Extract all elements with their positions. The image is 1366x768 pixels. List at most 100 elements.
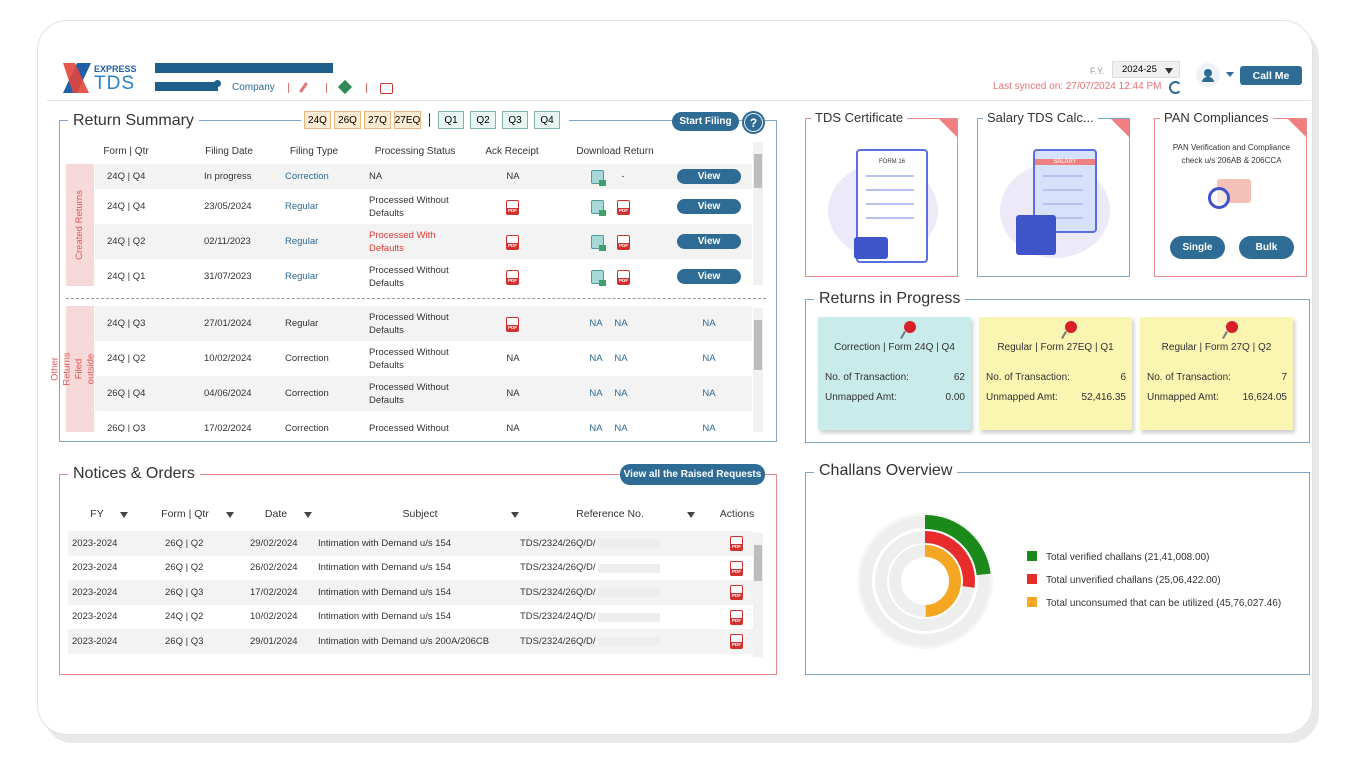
column-header: Form | Qtr	[161, 508, 209, 520]
quarter-tab[interactable]: Q1	[438, 111, 464, 129]
form-tab[interactable]: 27Q	[364, 111, 391, 129]
form-tab[interactable]: 27EQ	[394, 111, 421, 129]
dropdown-arrow	[1165, 68, 1173, 74]
form-tab[interactable]: 26Q	[334, 111, 361, 129]
progress-note[interactable]: Regular | Form 27Q | Q2 No. of Transactio…	[1140, 317, 1293, 430]
form-cell: 26Q | Q3	[107, 423, 146, 432]
pdf-icon[interactable]: PDF	[730, 609, 743, 625]
excel-icon[interactable]	[591, 199, 606, 216]
table-row: 2023-2024 26Q | Q2 26/02/2024 Intimation wi…	[68, 555, 753, 580]
pin-icon	[904, 321, 916, 333]
filter-icon[interactable]	[120, 512, 128, 518]
pdf-icon[interactable]: PDF	[730, 585, 743, 600]
pdf-icon[interactable]: PDF	[506, 234, 519, 250]
status-cell: Processed Without Defaults	[369, 264, 449, 287]
pdf-icon[interactable]: PDF	[730, 634, 743, 649]
info-dot	[214, 80, 221, 87]
cell: 29/01/2024	[250, 635, 298, 647]
bank-icon[interactable]	[380, 83, 393, 94]
raised-requests-button[interactable]: View all the Raised Requests	[620, 464, 765, 485]
panel-title: Returns in Progress	[814, 290, 966, 308]
pdf-icon[interactable]: PDF	[617, 269, 630, 285]
date-cell: 10/02/2024	[204, 353, 252, 364]
column-header: Processing Status	[374, 146, 456, 157]
view-button[interactable]: View	[677, 199, 741, 214]
logo-mark	[63, 63, 91, 93]
ack-cell: NA	[506, 388, 520, 399]
table-row: 2023-2024 24Q | Q2 10/02/2024 Intimation wi…	[68, 604, 753, 629]
pdf-label: PDF	[618, 242, 629, 249]
pdf-label: PDF	[731, 568, 742, 575]
cell: TDS/2324/26Q/D/	[520, 586, 596, 598]
table-row: 24Q | Q4 In progress Correction NA NA - View	[95, 164, 752, 189]
sync-icon[interactable]	[1169, 81, 1182, 94]
user-dropdown[interactable]	[1226, 72, 1234, 77]
status-cell: Processed Without Defaults	[369, 311, 449, 336]
pdf-label: PDF	[507, 242, 518, 249]
filter-icon[interactable]	[511, 512, 519, 518]
panel-title: Notices & Orders	[68, 465, 200, 483]
redacted-ref	[598, 637, 660, 646]
pdf-icon[interactable]: PDF	[617, 234, 630, 250]
feature-card[interactable]: PAN Verification and Compliance check u/…	[1154, 118, 1307, 277]
progress-note[interactable]: Regular | Form 27EQ | Q1 No. of Transacti…	[979, 317, 1132, 430]
cell: Intimation with Demand u/s 154	[318, 586, 452, 598]
quarter-tab[interactable]: Q3	[502, 111, 528, 129]
excel-icon[interactable]	[591, 269, 606, 286]
quarter-tab[interactable]: Q2	[470, 111, 496, 129]
view-button[interactable]: View	[677, 234, 741, 249]
call-me-button[interactable]: Call Me	[1240, 66, 1302, 85]
cell: 2023-2024	[72, 562, 118, 574]
excel-icon[interactable]	[591, 234, 606, 251]
date-cell: 27/01/2024	[204, 318, 252, 329]
column-header: Filing Type	[289, 146, 339, 157]
start-filing-button[interactable]: Start Filing	[672, 112, 739, 131]
cell: 10/02/2024	[250, 611, 298, 623]
excel-icon[interactable]	[591, 169, 606, 186]
pdf-label: PDF	[731, 617, 742, 624]
pan-button[interactable]: Bulk	[1239, 236, 1294, 259]
filter-icon[interactable]	[304, 512, 312, 518]
redacted-id	[155, 82, 218, 91]
scrollbar[interactable]	[753, 533, 763, 657]
illustration-doc: SALARY	[1033, 149, 1097, 233]
feature-card[interactable]: SALARY	[977, 118, 1130, 277]
radial-bar	[924, 515, 991, 576]
help-button[interactable]: ?	[742, 111, 765, 134]
tab-separator	[429, 113, 430, 127]
type-cell: Correction	[285, 171, 329, 182]
note-label: Unmapped Amt:	[825, 392, 897, 403]
pdf-label: PDF	[618, 277, 629, 284]
view-button[interactable]: View	[677, 269, 741, 284]
form-cell: 24Q | Q2	[107, 353, 146, 364]
pdf-icon[interactable]: PDF	[730, 536, 743, 551]
scrollbar[interactable]	[753, 308, 763, 432]
quarter-tab[interactable]: Q4	[534, 111, 560, 129]
form-tab[interactable]: 24Q	[304, 111, 331, 129]
pdf-icon[interactable]: PDF	[506, 316, 519, 332]
pdf-icon[interactable]: PDF	[617, 199, 630, 215]
user-avatar[interactable]	[1196, 63, 1220, 87]
progress-note[interactable]: Correction | Form 24Q | Q4 No. of Transac…	[818, 317, 971, 430]
company-link[interactable]: Company	[232, 82, 275, 93]
logo-top: EXPRESS	[94, 64, 137, 74]
download-cell: NA	[589, 318, 603, 329]
note-value: 7	[1281, 372, 1287, 383]
pdf-icon[interactable]: PDF	[730, 560, 743, 576]
filter-icon[interactable]	[687, 512, 695, 518]
pdf-icon[interactable]: PDF	[506, 199, 519, 215]
type-cell: Regular	[285, 201, 319, 212]
note-value: 62	[953, 372, 965, 383]
illustration-line	[1043, 203, 1083, 205]
fy-select[interactable]: 2024-25	[1112, 61, 1180, 78]
pdf-icon[interactable]: PDF	[506, 269, 519, 285]
card-corner	[939, 119, 957, 137]
fy-value: 2024-25	[1122, 64, 1157, 75]
filter-icon[interactable]	[226, 512, 234, 518]
feature-card[interactable]: FORM 16	[805, 118, 958, 277]
view-button[interactable]: View	[677, 169, 741, 184]
card-title: PAN Compliances	[1160, 110, 1273, 125]
challans-chart: Total verified challans (21,41,008.00) To…	[857, 513, 1281, 649]
scrollbar[interactable]	[753, 142, 763, 285]
pan-button[interactable]: Single	[1170, 236, 1225, 259]
